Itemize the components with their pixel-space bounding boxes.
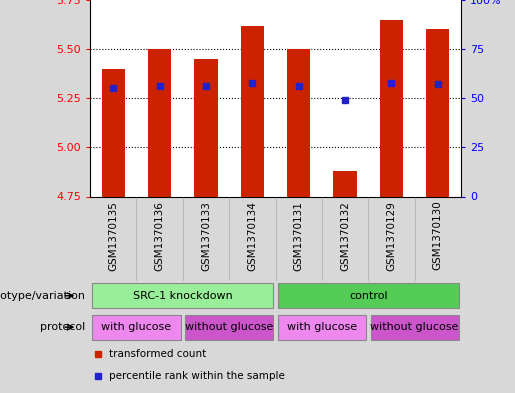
Text: GSM1370135: GSM1370135 [108, 201, 118, 271]
Bar [278, 315, 366, 340]
Text: transformed count: transformed count [109, 349, 206, 359]
Text: without glucose: without glucose [370, 322, 459, 332]
Bar [185, 315, 273, 340]
Text: GSM1370129: GSM1370129 [386, 201, 397, 271]
Text: GSM1370131: GSM1370131 [294, 201, 304, 271]
Text: GSM1370136: GSM1370136 [154, 201, 165, 271]
Bar [334, 171, 356, 196]
Text: GSM1370134: GSM1370134 [247, 201, 258, 271]
Bar [380, 20, 403, 196]
Text: GSM1370133: GSM1370133 [201, 201, 211, 271]
Bar [241, 26, 264, 196]
Text: control: control [349, 291, 388, 301]
Text: with glucose: with glucose [101, 322, 171, 332]
Bar [148, 49, 171, 196]
Text: with glucose: with glucose [287, 322, 357, 332]
Text: GSM1370132: GSM1370132 [340, 201, 350, 271]
Text: protocol: protocol [40, 322, 85, 332]
Bar [426, 29, 449, 196]
Bar [93, 283, 273, 308]
Bar [93, 315, 180, 340]
Bar [287, 49, 310, 196]
Text: genotype/variation: genotype/variation [0, 291, 85, 301]
Text: GSM1370130: GSM1370130 [433, 201, 443, 270]
Bar [278, 283, 458, 308]
Bar [194, 59, 217, 196]
Text: SRC-1 knockdown: SRC-1 knockdown [133, 291, 233, 301]
Bar [101, 69, 125, 196]
Text: percentile rank within the sample: percentile rank within the sample [109, 371, 285, 382]
Text: without glucose: without glucose [185, 322, 273, 332]
Bar [371, 315, 458, 340]
